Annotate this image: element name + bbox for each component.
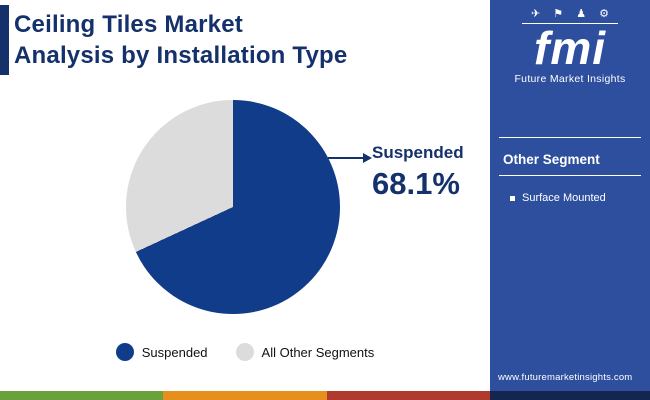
legend-swatch (235, 343, 254, 361)
logo-pictogram-icons: ✈ ⚑ ♟ ⚙ (522, 8, 618, 25)
legend-swatch (115, 343, 134, 361)
callout-value: 68.1% (372, 166, 460, 201)
legend-label: Suspended (141, 344, 208, 360)
stripe-segment (163, 391, 327, 400)
chart-legend: Suspended All Other Segments (0, 343, 490, 361)
sidebar-divider (499, 137, 641, 139)
list-item-label: Surface Mounted (522, 192, 606, 205)
heading-underline (499, 175, 641, 177)
callout-arrow-icon (328, 153, 372, 163)
title-line-1: Ceiling Tiles Market (14, 11, 243, 38)
stripe-segment (0, 391, 163, 400)
legend-item-suspended: Suspended (115, 343, 208, 361)
logo-text: fmi (534, 22, 606, 75)
pie-chart (126, 100, 340, 314)
stripe-segment (327, 391, 490, 400)
title-accent-bar (0, 5, 9, 75)
legend-item-other-segments: All Other Segments (235, 343, 375, 361)
page-title: Ceiling Tiles Market Analysis by Install… (14, 9, 347, 71)
brand-name: Future Market Insights (514, 73, 626, 86)
website-link[interactable]: www.futuremarketinsights.com (498, 372, 633, 383)
stripe-segment (490, 391, 650, 400)
footer-color-stripe (0, 391, 650, 400)
brand-sidebar: ✈ ⚑ ♟ ⚙ fmi Future Market Insights Other… (490, 0, 650, 391)
legend-label: All Other Segments (261, 344, 375, 360)
title-line-2: Analysis by Installation Type (14, 42, 348, 70)
callout-label: Suspended (372, 143, 464, 162)
fmi-logo: ✈ ⚑ ♟ ⚙ fmi Future Market Insights (514, 8, 625, 85)
other-segment-heading: Other Segment (503, 152, 600, 168)
bullet-icon (510, 195, 515, 201)
other-segment-list: Surface Mounted (510, 192, 630, 204)
list-item: Surface Mounted (510, 192, 630, 204)
